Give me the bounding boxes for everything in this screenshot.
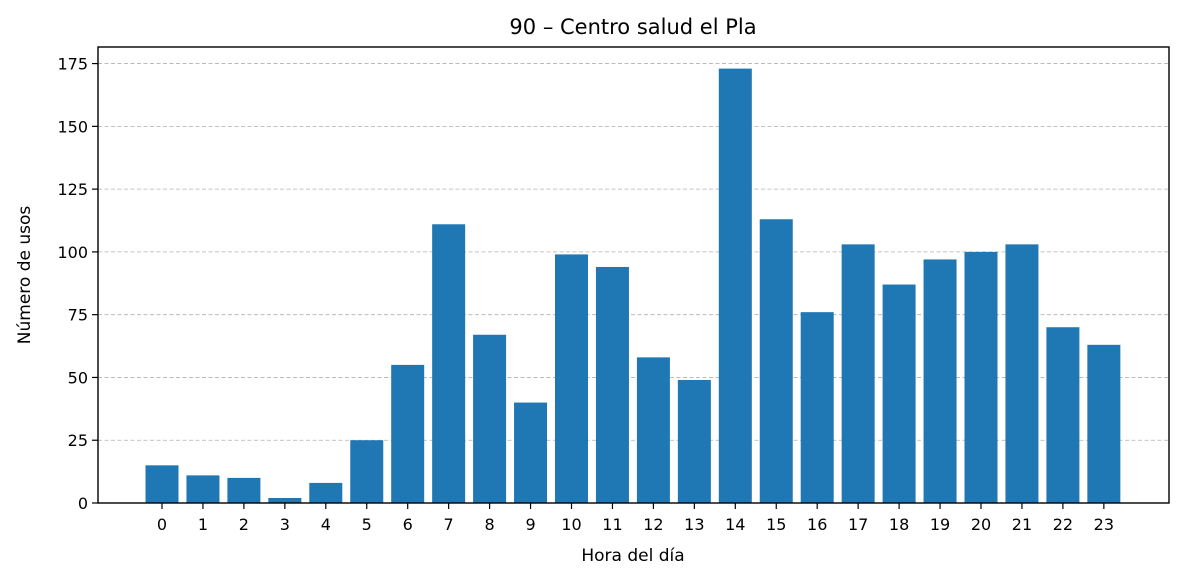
bar-hour-17 — [841, 244, 875, 503]
x-tick-label: 6 — [403, 515, 413, 534]
x-tick-label: 23 — [1094, 515, 1114, 534]
bar-hour-19 — [923, 259, 957, 503]
bar-hour-8 — [473, 334, 507, 503]
gridlines — [98, 63, 1169, 441]
bar-hour-21 — [1005, 244, 1039, 503]
x-tick-label: 1 — [198, 515, 208, 534]
y-tick-label: 0 — [78, 494, 88, 513]
y-axis-ticks: 0 25 50 75 100 125 150 175 — [57, 55, 98, 513]
y-tick-label: 150 — [57, 117, 88, 136]
x-tick-label: 22 — [1053, 515, 1073, 534]
bar-hour-3 — [268, 497, 302, 503]
x-tick-label: 5 — [362, 515, 372, 534]
x-tick-label: 8 — [485, 515, 495, 534]
bar-hour-0 — [145, 465, 179, 503]
x-tick-label: 10 — [561, 515, 581, 534]
x-axis-label: Hora del día — [581, 546, 684, 566]
bar-hour-14 — [718, 68, 752, 503]
bar-hour-23 — [1087, 344, 1121, 503]
x-tick-label: 13 — [684, 515, 704, 534]
bar-hour-13 — [677, 379, 711, 503]
y-tick-label: 75 — [68, 306, 88, 325]
x-tick-label: 7 — [444, 515, 454, 534]
bar-hour-5 — [350, 440, 384, 503]
x-tick-label: 18 — [889, 515, 909, 534]
bar-hour-1 — [186, 475, 220, 503]
bar-hour-9 — [514, 402, 548, 503]
y-tick-label: 175 — [57, 55, 88, 74]
bar-hour-2 — [227, 477, 261, 503]
x-tick-label: 12 — [643, 515, 663, 534]
plot-frame — [97, 46, 1170, 504]
x-tick-label: 21 — [1012, 515, 1032, 534]
x-tick-label: 19 — [930, 515, 950, 534]
x-tick-label: 16 — [807, 515, 827, 534]
bar-hour-18 — [882, 284, 916, 503]
bar-hour-11 — [595, 266, 629, 503]
bar-hour-7 — [432, 224, 466, 503]
y-tick-label: 100 — [57, 243, 88, 262]
x-tick-label: 20 — [971, 515, 991, 534]
bar-hour-15 — [759, 219, 793, 504]
x-tick-label: 0 — [157, 515, 167, 534]
bars — [145, 68, 1121, 504]
chart-title: 90 – Centro salud el Pla — [509, 15, 756, 39]
bar-hour-20 — [964, 251, 998, 503]
x-tick-label: 17 — [848, 515, 868, 534]
x-tick-label: 15 — [766, 515, 786, 534]
x-tick-label: 14 — [725, 515, 745, 534]
x-axis-ticks: 0 1 2 3 4 5 6 7 8 9 10 11 12 13 14 15 16 17 18 19 20 21 22 23 — [157, 503, 1114, 534]
bar-hour-6 — [391, 364, 425, 503]
x-tick-label: 3 — [280, 515, 290, 534]
bar-hour-12 — [636, 357, 670, 503]
bar-hour-10 — [555, 254, 588, 503]
bar-hour-16 — [800, 312, 834, 503]
bar-hour-22 — [1046, 327, 1080, 503]
y-tick-label: 25 — [68, 431, 88, 450]
y-axis-label: Número de usos — [15, 206, 35, 345]
x-tick-label: 2 — [239, 515, 249, 534]
y-tick-label: 50 — [68, 368, 88, 387]
x-tick-label: 11 — [602, 515, 622, 534]
y-tick-label: 125 — [57, 180, 88, 199]
bar-hour-4 — [309, 482, 343, 503]
x-tick-label: 4 — [321, 515, 331, 534]
x-tick-label: 9 — [525, 515, 535, 534]
